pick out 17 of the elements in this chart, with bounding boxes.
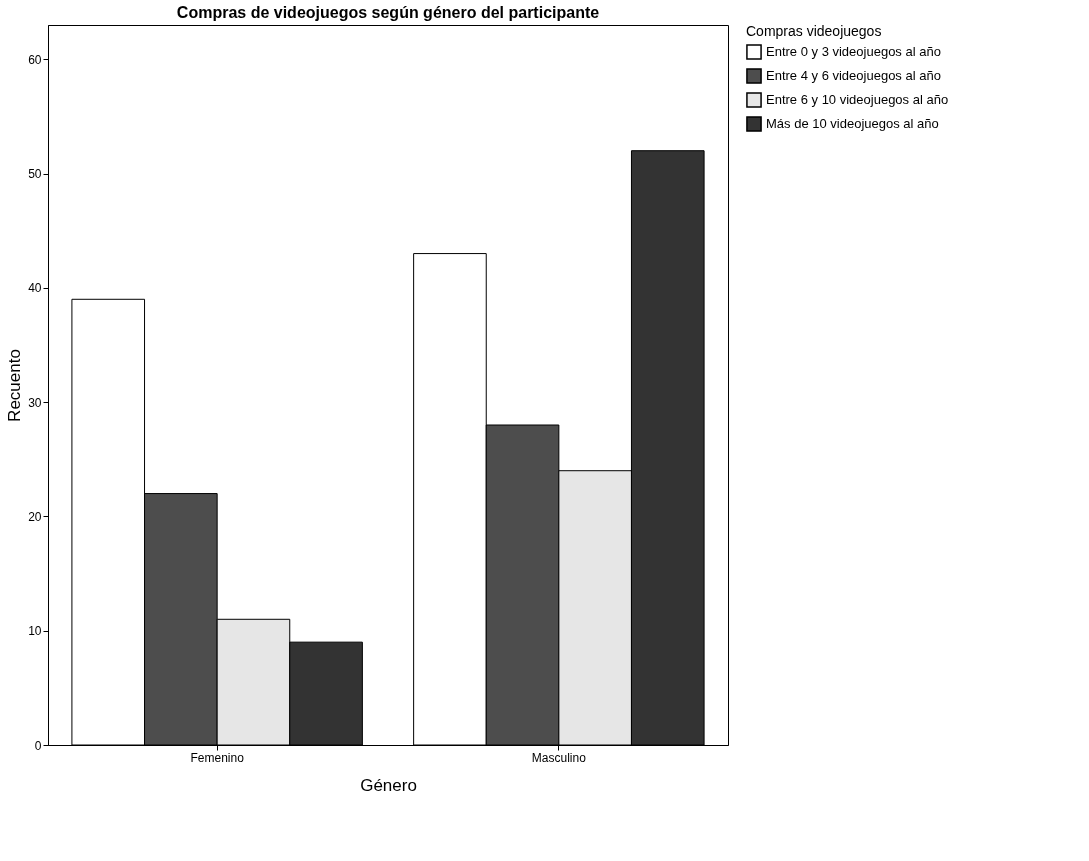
y-tick-label: 0 (34, 738, 42, 753)
y-tick-label: 40 (28, 281, 42, 296)
legend-label: Más de 10 videojuegos al año (766, 116, 939, 131)
y-tick-label: 60 (28, 52, 42, 67)
y-axis-title: Recuento (5, 349, 25, 422)
legend-label: Entre 0 y 3 videojuegos al año (766, 44, 941, 59)
x-axis-title: Género (360, 775, 417, 795)
y-tick-label: 50 (28, 167, 42, 182)
legend-title: Compras videojuegos (746, 23, 882, 39)
y-tick-label: 30 (28, 395, 42, 410)
legend-label: Entre 4 y 6 videojuegos al año (766, 68, 941, 83)
chart-title: Compras de videojuegos según género del participante (176, 4, 600, 21)
y-tick-label: 10 (28, 624, 42, 639)
x-tick-label: Masculino (531, 750, 587, 765)
legend-label: Entre 6 y 10 videojuegos al año (766, 92, 949, 107)
x-tick-label: Femenino (190, 750, 245, 765)
y-tick-label: 20 (28, 509, 42, 524)
